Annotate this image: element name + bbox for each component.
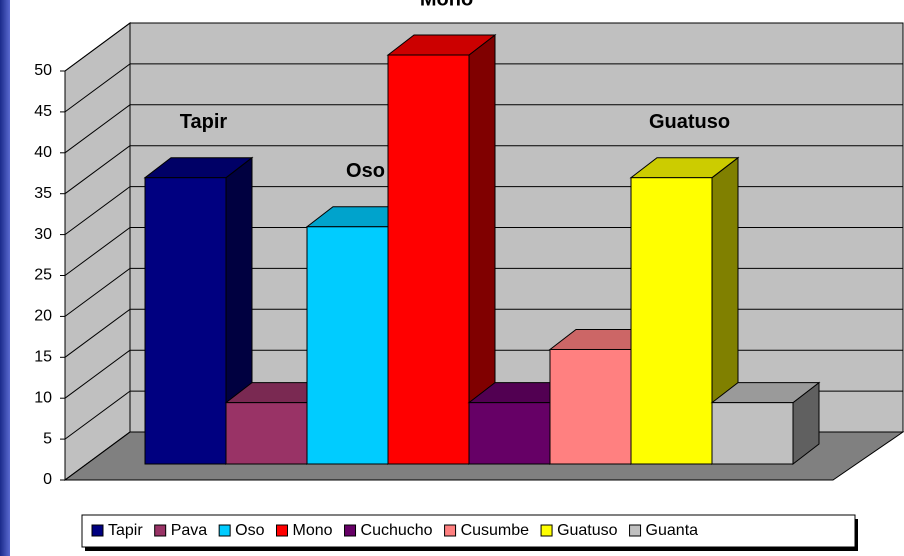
legend-swatch — [444, 524, 457, 537]
legend-label: Mono — [293, 522, 333, 539]
grid-line — [64, 390, 131, 440]
legend-label: Oso — [235, 522, 264, 539]
bar — [549, 348, 632, 465]
legend-swatch — [344, 524, 357, 537]
y-tick-label: 50 — [34, 62, 52, 79]
grid-line — [64, 63, 131, 113]
bar — [711, 402, 794, 465]
y-tick-label: 10 — [34, 389, 52, 406]
y-tick-label: 40 — [34, 144, 52, 161]
legend-label: Cuchucho — [361, 522, 433, 539]
y-tick-label: 20 — [34, 308, 52, 325]
grid-line — [64, 186, 131, 236]
bar — [225, 402, 308, 465]
data-label: Guatuso — [649, 111, 730, 133]
bar — [630, 177, 713, 465]
legend-swatch — [276, 524, 288, 537]
legend-swatch — [629, 524, 642, 537]
grid-line — [64, 145, 131, 195]
grid-line — [64, 104, 131, 154]
bar — [387, 54, 470, 465]
legend-label: Pava — [171, 522, 208, 539]
legend-label: Cusumbe — [461, 522, 530, 539]
y-tick-label: 35 — [34, 185, 52, 202]
legend-swatch — [91, 524, 104, 537]
y-tick-label: 25 — [34, 267, 52, 284]
grid-line — [64, 227, 131, 276]
y-tick-label: 30 — [34, 226, 52, 243]
bar — [144, 177, 227, 465]
legend-label: Guatuso — [557, 522, 618, 539]
y-tick-label: 0 — [43, 471, 52, 488]
grid-line — [64, 308, 131, 358]
grid-line — [64, 267, 131, 317]
legend-label: Tapir — [108, 522, 143, 539]
data-label: Tapir — [180, 111, 228, 133]
legend — [81, 514, 856, 548]
y-tick-label: 5 — [43, 430, 52, 447]
legend-swatch — [218, 524, 231, 537]
legend-swatch — [154, 524, 167, 537]
legend-swatch — [540, 524, 553, 537]
grid-line — [64, 22, 131, 72]
bar — [306, 226, 389, 465]
grid-line — [64, 431, 131, 481]
grid-line — [64, 349, 131, 399]
data-label: Oso — [346, 160, 385, 182]
window-edge — [0, 0, 10, 556]
bar — [468, 402, 551, 465]
data-label: Mono — [420, 0, 473, 10]
legend-label: Guanta — [646, 522, 699, 539]
y-tick-label: 15 — [34, 349, 52, 366]
y-tick-label: 45 — [34, 103, 52, 120]
